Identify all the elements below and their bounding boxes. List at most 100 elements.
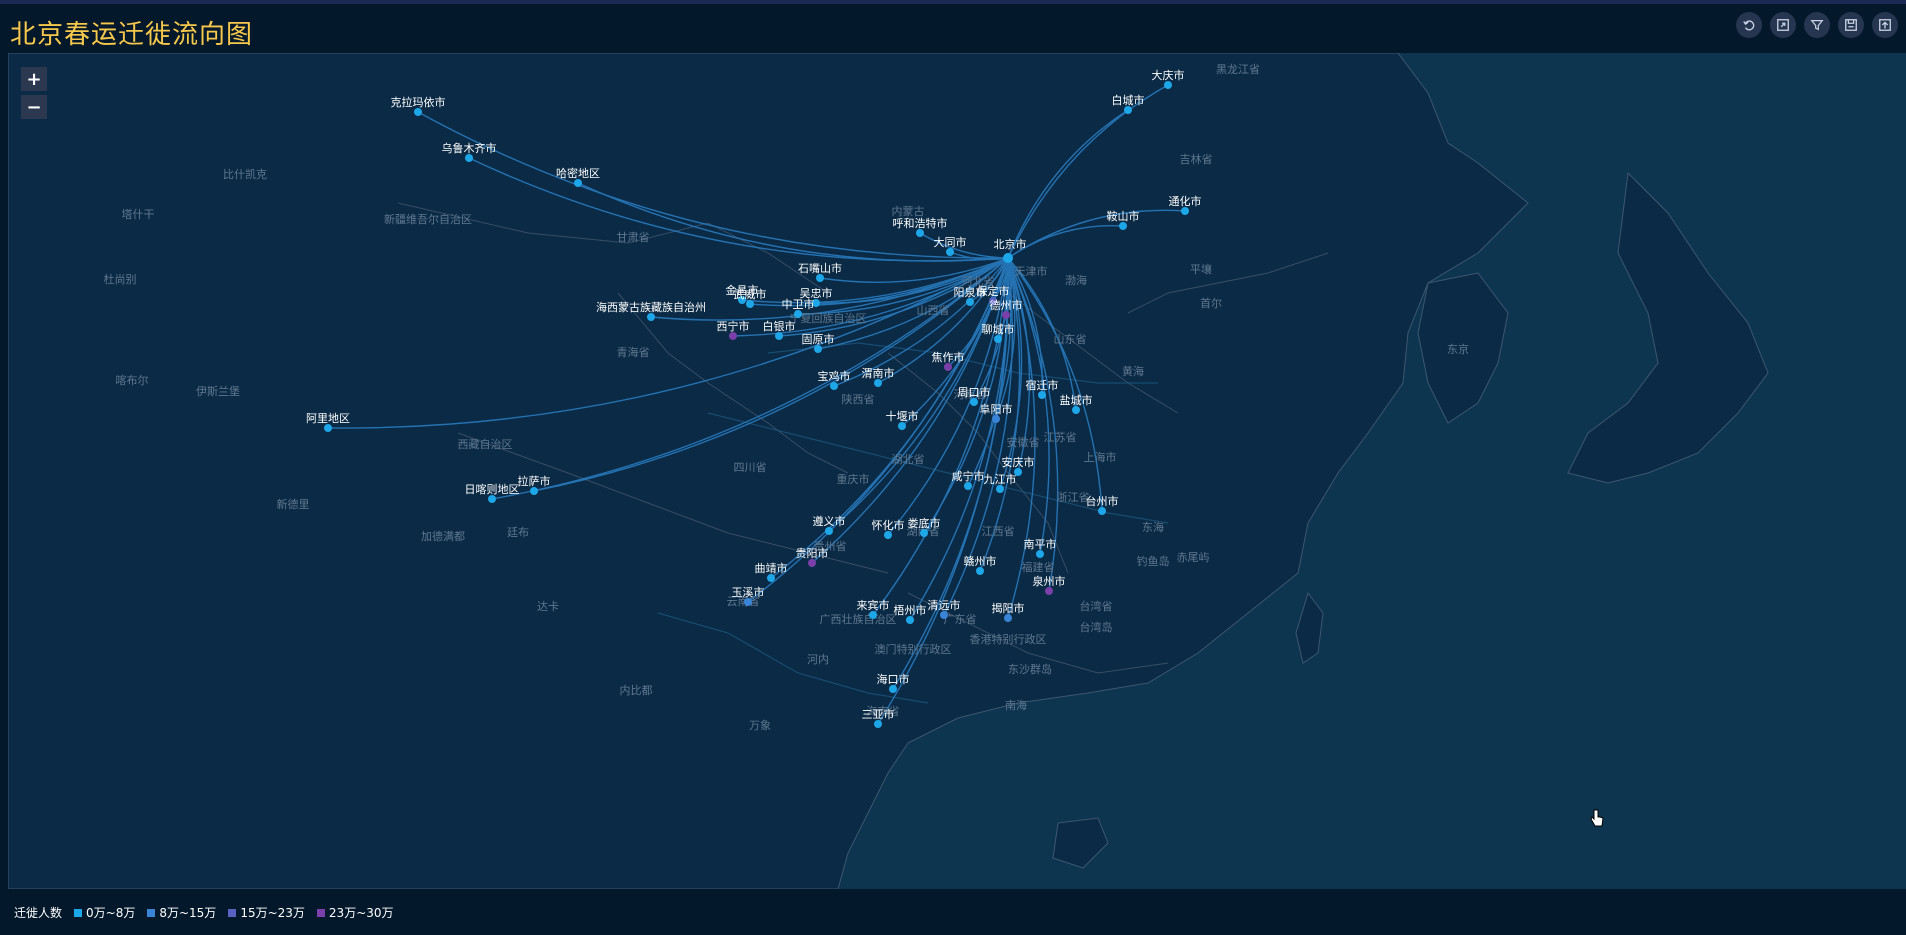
city-marker[interactable] (946, 248, 954, 256)
flow-line (491, 257, 1009, 500)
city-marker[interactable] (746, 300, 754, 308)
city-marker[interactable] (414, 108, 422, 116)
city-label: 吴忠市 (800, 286, 833, 300)
flow-line (943, 257, 1014, 616)
top-strip (0, 0, 1906, 4)
zoom-in-button[interactable]: + (21, 67, 47, 91)
city-marker[interactable] (989, 297, 997, 305)
city-marker[interactable] (940, 611, 948, 619)
city-marker[interactable] (994, 335, 1002, 343)
city-marker[interactable] (808, 559, 816, 567)
restore-button[interactable] (1736, 12, 1762, 38)
city-marker[interactable] (1072, 406, 1080, 414)
export-button[interactable] (1872, 12, 1898, 38)
legend-item-0[interactable]: 0万~8万 (74, 904, 135, 921)
legend-item-1[interactable]: 8万~15万 (147, 904, 216, 921)
city-marker[interactable] (1004, 614, 1012, 622)
city-marker[interactable] (1119, 222, 1127, 230)
city-marker[interactable] (530, 487, 538, 495)
city-marker[interactable] (920, 529, 928, 537)
city-label: 德州市 (990, 298, 1023, 312)
map-canvas[interactable]: 黑龙江省 吉林省 平壤 首尔 东京 内蒙古 甘肃省 新疆维吾尔自治区 比什凯克 塔什干 杜尚别 青海省… (8, 53, 1906, 889)
city-marker[interactable] (816, 274, 824, 282)
filter-button[interactable] (1804, 12, 1830, 38)
city-label: 台州市 (1086, 494, 1119, 508)
city-marker[interactable] (814, 345, 822, 353)
city-marker[interactable] (738, 296, 746, 304)
city-marker[interactable] (884, 531, 892, 539)
chart-toolbar (1736, 12, 1898, 38)
legend-item-3[interactable]: 23万~30万 (316, 904, 394, 921)
city-label: 固原市 (802, 332, 835, 346)
city-marker[interactable] (1003, 253, 1013, 263)
city-marker[interactable] (874, 379, 882, 387)
flow-line (949, 251, 1009, 261)
city-marker[interactable] (1002, 311, 1010, 319)
city-marker[interactable] (744, 598, 752, 606)
city-label: 阜阳市 (980, 402, 1013, 416)
city-marker[interactable] (1038, 391, 1046, 399)
city-marker[interactable] (874, 720, 882, 728)
base-map-label: 吉林省 (1180, 152, 1213, 166)
city-marker[interactable] (324, 424, 332, 432)
city-marker[interactable] (970, 398, 978, 406)
city-label: 中卫市 (782, 297, 815, 311)
city-marker[interactable] (1181, 207, 1189, 215)
city-label: 白城市 (1112, 93, 1145, 107)
city-marker[interactable] (775, 332, 783, 340)
base-map-label: 南海 (1005, 698, 1027, 712)
city-marker[interactable] (964, 482, 972, 490)
land-taiwan (1295, 591, 1324, 664)
city-marker[interactable] (830, 382, 838, 390)
base-map-label: 天津市 (1015, 264, 1048, 278)
city-marker[interactable] (906, 616, 914, 624)
city-marker[interactable] (869, 611, 877, 619)
base-map-label: 青海省 (617, 345, 650, 359)
city-marker[interactable] (488, 495, 496, 503)
city-marker[interactable] (1164, 81, 1172, 89)
city-marker[interactable] (976, 567, 984, 575)
base-map-label: 广西壮族自治区 (820, 612, 897, 626)
base-map-label: 福建省 (1022, 560, 1055, 574)
city-marker[interactable] (992, 415, 1000, 423)
city-label: 克拉玛依市 (391, 95, 446, 109)
flow-line (833, 257, 1009, 387)
zoom-out-button[interactable]: − (21, 95, 47, 119)
base-map-label: 黄海 (1122, 364, 1144, 378)
city-marker[interactable] (812, 299, 820, 307)
city-marker[interactable] (1124, 106, 1132, 114)
city-marker[interactable] (898, 422, 906, 430)
city-marker[interactable] (944, 363, 952, 371)
city-label: 怀化市 (872, 518, 905, 532)
city-label: 海口市 (877, 672, 910, 686)
city-marker[interactable] (916, 229, 924, 237)
city-label: 西宁市 (717, 319, 750, 333)
base-map-label: 宁夏回族自治区 (790, 311, 867, 325)
base-map-label: 黑龙江省 (1216, 63, 1260, 76)
city-marker[interactable] (574, 179, 582, 187)
save-image-button[interactable] (1838, 12, 1864, 38)
base-map-label: 首尔 (1200, 296, 1222, 310)
city-marker[interactable] (1036, 550, 1044, 558)
city-label: 玉溪市 (732, 585, 765, 599)
city-marker[interactable] (465, 154, 473, 162)
city-marker[interactable] (794, 310, 802, 318)
city-label: 贵阳市 (796, 546, 829, 560)
data-view-button[interactable] (1770, 12, 1796, 38)
city-marker[interactable] (1014, 468, 1022, 476)
city-marker[interactable] (966, 298, 974, 306)
city-marker[interactable] (825, 527, 833, 535)
city-marker[interactable] (647, 313, 655, 321)
legend-item-2[interactable]: 15万~23万 (228, 904, 305, 921)
base-map-label: 西藏自治区 (458, 437, 513, 451)
city-marker[interactable] (996, 485, 1004, 493)
city-marker[interactable] (889, 685, 897, 693)
city-marker[interactable] (729, 332, 737, 340)
land-hainan (1052, 817, 1109, 869)
land-mainland (8, 53, 1529, 889)
legend-swatch-3 (316, 908, 325, 917)
city-label: 宝鸡市 (818, 369, 851, 383)
city-marker[interactable] (767, 574, 775, 582)
city-marker[interactable] (1098, 507, 1106, 515)
city-marker[interactable] (1045, 587, 1053, 595)
